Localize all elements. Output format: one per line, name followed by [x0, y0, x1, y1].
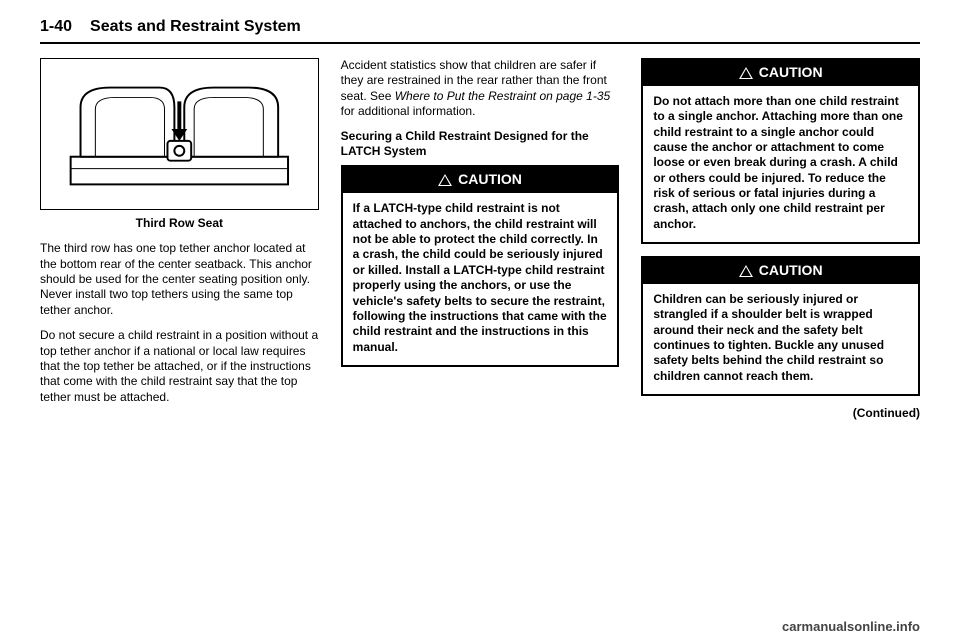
page-header: 1-40 Seats and Restraint System	[40, 18, 920, 44]
chapter-title: Seats and Restraint System	[90, 18, 301, 36]
caution-label-2: CAUTION	[759, 64, 823, 82]
warning-icon	[739, 67, 753, 79]
manual-page: 1-40 Seats and Restraint System	[0, 0, 960, 640]
caution-box-1: CAUTION If a LATCH-type child restraint …	[341, 165, 620, 367]
column-3: CAUTION Do not attach more than one chil…	[641, 58, 920, 422]
warning-icon	[438, 174, 452, 186]
seat-diagram-icon	[41, 59, 318, 209]
caution-body-3: Children can be seriously injured or str…	[643, 284, 918, 394]
col2-p1-link: Where to Put the Restraint on page 1-35	[395, 89, 610, 103]
caution-label-1: CAUTION	[458, 171, 522, 189]
page-number: 1-40	[40, 18, 72, 36]
col2-p1-b: for additional information.	[341, 104, 476, 118]
footer-link: carmanualsonline.info	[782, 619, 920, 634]
col1-paragraph-1: The third row has one top tether anchor …	[40, 241, 319, 318]
warning-icon	[739, 265, 753, 277]
col1-paragraph-2: Do not secure a child restraint in a pos…	[40, 328, 319, 405]
continued-label: (Continued)	[641, 406, 920, 421]
caution-label-3: CAUTION	[759, 262, 823, 280]
column-1: Third Row Seat The third row has one top…	[40, 58, 319, 422]
caution-head-2: CAUTION	[643, 60, 918, 86]
figure-caption: Third Row Seat	[40, 216, 319, 231]
caution-head-3: CAUTION	[643, 258, 918, 284]
caution-body-1: If a LATCH-type child restraint is not a…	[343, 193, 618, 365]
col2-subhead: Securing a Child Restraint Designed for …	[341, 129, 620, 159]
column-2: Accident statistics show that children a…	[341, 58, 620, 422]
caution-body-2: Do not attach more than one child restra…	[643, 86, 918, 242]
content-columns: Third Row Seat The third row has one top…	[40, 58, 920, 422]
third-row-seat-figure	[40, 58, 319, 210]
caution-head-1: CAUTION	[343, 167, 618, 193]
caution-box-2: CAUTION Do not attach more than one chil…	[641, 58, 920, 244]
col2-paragraph-1: Accident statistics show that children a…	[341, 58, 620, 119]
caution-box-3: CAUTION Children can be seriously injure…	[641, 256, 920, 396]
